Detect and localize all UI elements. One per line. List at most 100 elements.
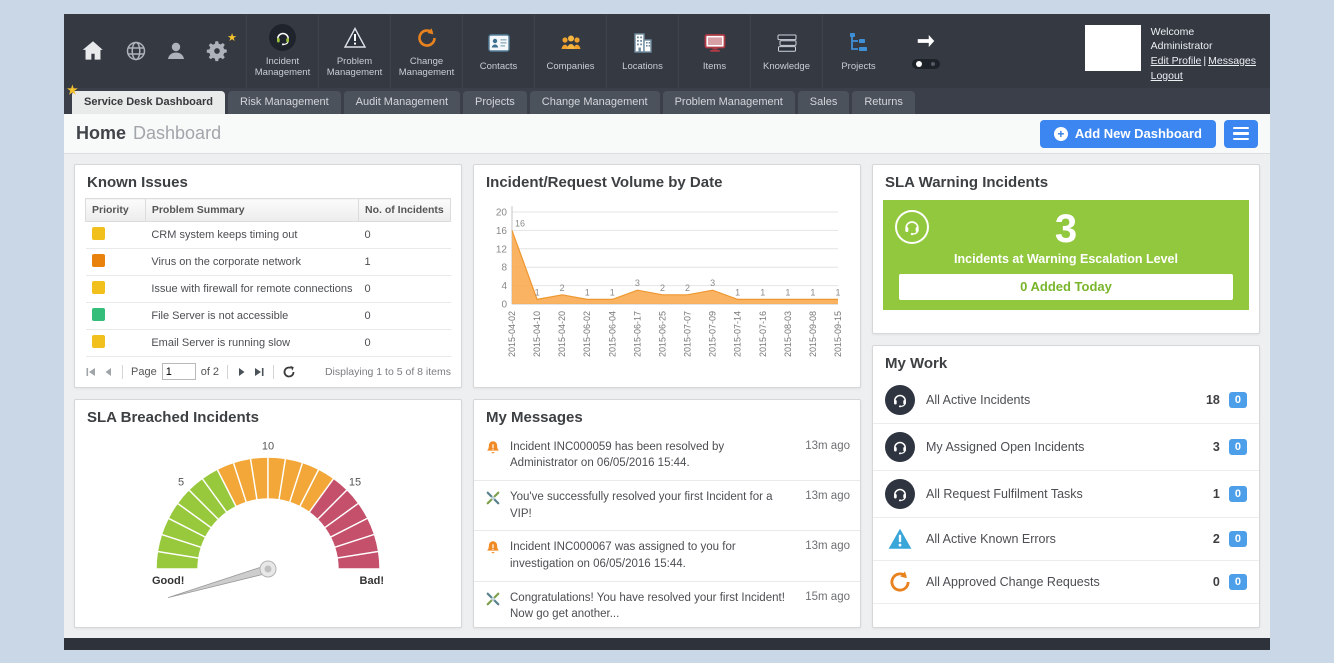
work-badge[interactable]: 0 bbox=[1228, 573, 1247, 590]
achievement-icon bbox=[484, 489, 502, 510]
logout-link[interactable]: Logout bbox=[1150, 69, 1183, 82]
panel-title: Known Issues bbox=[87, 174, 188, 191]
svg-text:3: 3 bbox=[710, 278, 715, 288]
module-incident-management[interactable]: Incident Management bbox=[246, 14, 318, 88]
tab-risk-management[interactable]: Risk Management bbox=[228, 91, 341, 114]
svg-text:2015-08-03: 2015-08-03 bbox=[783, 311, 793, 357]
work-badge[interactable]: 0 bbox=[1228, 530, 1247, 547]
svg-text:2015-09-15: 2015-09-15 bbox=[833, 311, 843, 357]
work-badge[interactable]: 0 bbox=[1228, 485, 1247, 502]
table-row[interactable]: CRM system keeps timing out 0 bbox=[85, 221, 451, 249]
warning-caption: Incidents at Warning Escalation Level bbox=[954, 252, 1178, 266]
tab-problem-management[interactable]: Problem Management bbox=[662, 91, 795, 114]
priority-chip bbox=[91, 254, 105, 267]
svg-text:15: 15 bbox=[349, 476, 361, 488]
incident-count: 0 bbox=[358, 329, 451, 357]
my-messages-panel: My Messages Incident INC000059 has been … bbox=[473, 398, 861, 628]
add-new-dashboard-button[interactable]: + Add New Dashboard bbox=[1039, 119, 1216, 148]
knowledge-icon bbox=[774, 29, 800, 57]
tab-change-management[interactable]: Change Management bbox=[529, 91, 660, 114]
work-badge[interactable]: 0 bbox=[1228, 391, 1247, 408]
alert-icon bbox=[484, 439, 502, 460]
column-header-incidents[interactable]: No. of Incidents bbox=[358, 198, 451, 222]
page-input[interactable] bbox=[161, 363, 196, 380]
table-row[interactable]: Email Server is running slow 0 bbox=[85, 329, 451, 357]
tab-returns[interactable]: Returns bbox=[852, 91, 915, 114]
module-projects[interactable]: Projects bbox=[822, 14, 894, 88]
next-page-button[interactable] bbox=[236, 366, 248, 378]
achievement-icon bbox=[484, 590, 502, 611]
dashboard-tab-bar: ★ Service Desk Dashboard Risk Management… bbox=[64, 83, 1270, 114]
svg-text:1: 1 bbox=[735, 287, 740, 297]
change-icon bbox=[415, 24, 439, 52]
module-label: Incident Management bbox=[254, 55, 311, 78]
svg-text:2015-07-07: 2015-07-07 bbox=[683, 311, 693, 357]
app-window: ★ Incident Management Problem Management bbox=[64, 14, 1270, 650]
module-contacts[interactable]: Contacts bbox=[462, 14, 534, 88]
message-item[interactable]: Congratulations! You have resolved your … bbox=[474, 582, 860, 627]
nav-toggle[interactable] bbox=[912, 59, 940, 69]
avatar[interactable] bbox=[1084, 24, 1141, 71]
column-header-summary[interactable]: Problem Summary bbox=[144, 198, 360, 222]
module-knowledge[interactable]: Knowledge bbox=[750, 14, 822, 88]
svg-text:1: 1 bbox=[785, 287, 790, 297]
companies-icon bbox=[558, 29, 584, 57]
work-badge[interactable]: 0 bbox=[1228, 438, 1247, 455]
user-icon[interactable] bbox=[164, 39, 188, 63]
tab-projects[interactable]: Projects bbox=[463, 91, 527, 114]
dashboard-content: Known Issues Priority Problem Summary No… bbox=[64, 154, 1270, 638]
message-item[interactable]: Incident INC000059 has been resolved by … bbox=[474, 431, 860, 481]
message-item[interactable]: Incident INC000067 was assigned to you f… bbox=[474, 531, 860, 582]
problem-icon bbox=[342, 24, 368, 52]
dashboard-menu-button[interactable] bbox=[1224, 119, 1258, 148]
module-companies[interactable]: Companies bbox=[534, 14, 606, 88]
tab-audit-management[interactable]: Audit Management bbox=[343, 91, 461, 114]
module-items[interactable]: Items bbox=[678, 14, 750, 88]
module-label: Items bbox=[702, 61, 727, 73]
svg-text:2015-07-14: 2015-07-14 bbox=[733, 311, 743, 357]
add-button-label: Add New Dashboard bbox=[1074, 126, 1202, 141]
table-row[interactable]: File Server is not accessible 0 bbox=[85, 302, 451, 330]
globe-icon[interactable] bbox=[124, 39, 148, 63]
incident-count: 0 bbox=[358, 221, 451, 249]
arrow-right-icon bbox=[915, 33, 937, 54]
first-page-button[interactable] bbox=[85, 366, 97, 378]
svg-text:1: 1 bbox=[810, 287, 815, 297]
svg-text:2015-06-04: 2015-06-04 bbox=[607, 311, 617, 357]
message-text: Incident INC000067 was assigned to you f… bbox=[510, 541, 736, 570]
tab-label: Change Management bbox=[541, 96, 648, 108]
svg-text:Bad!: Bad! bbox=[360, 575, 384, 587]
page-label: Page bbox=[131, 365, 157, 378]
messages-link[interactable]: Messages bbox=[1208, 55, 1256, 67]
nav-expand-control[interactable] bbox=[912, 33, 940, 69]
message-item[interactable]: You've successfully resolved your first … bbox=[474, 481, 860, 532]
edit-profile-link[interactable]: Edit Profile bbox=[1150, 55, 1202, 67]
panel-title: SLA Warning Incidents bbox=[885, 174, 1049, 191]
tab-service-desk-dashboard[interactable]: ★ Service Desk Dashboard bbox=[67, 83, 226, 114]
column-header-priority[interactable]: Priority bbox=[85, 198, 146, 222]
sla-breached-panel: SLA Breached Incidents 5 10 15 Good! Bad! bbox=[74, 398, 462, 628]
table-row[interactable]: Issue with firewall for remote connectio… bbox=[85, 275, 451, 303]
home-icon[interactable] bbox=[78, 38, 108, 64]
prev-page-button[interactable] bbox=[102, 366, 114, 378]
table-row[interactable]: Virus on the corporate network 1 bbox=[85, 248, 451, 276]
module-change-management[interactable]: Change Management bbox=[390, 14, 462, 88]
work-item[interactable]: All Active Incidents 18 0 bbox=[873, 377, 1259, 424]
gear-icon[interactable]: ★ bbox=[204, 32, 237, 64]
module-label: Problem Management bbox=[326, 55, 383, 78]
module-label: Knowledge bbox=[762, 61, 810, 73]
refresh-icon[interactable] bbox=[282, 365, 296, 379]
sla-gauge: 5 10 15 Good! Bad! bbox=[75, 431, 461, 601]
tab-label: Risk Management bbox=[240, 96, 329, 108]
work-count: 2 bbox=[1212, 531, 1220, 546]
incident-count: 1 bbox=[358, 248, 451, 276]
tab-sales[interactable]: Sales bbox=[797, 91, 850, 114]
last-page-button[interactable] bbox=[253, 366, 265, 378]
module-problem-management[interactable]: Problem Management bbox=[318, 14, 390, 88]
headset-icon bbox=[885, 478, 915, 509]
module-locations[interactable]: Locations bbox=[606, 14, 678, 88]
